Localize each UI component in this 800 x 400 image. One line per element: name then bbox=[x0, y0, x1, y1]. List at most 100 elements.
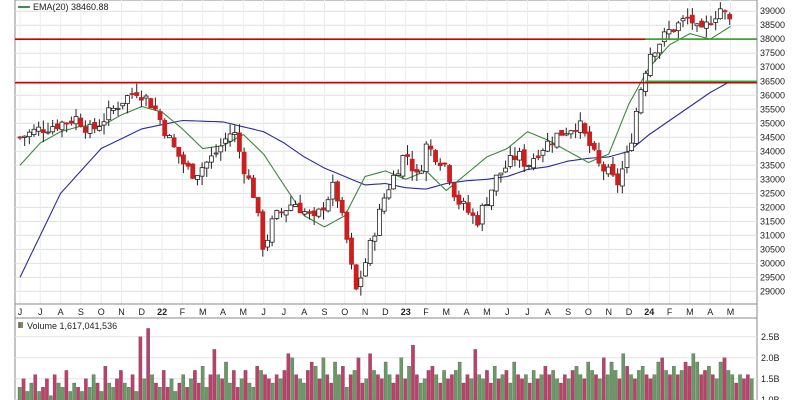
x-tick-label: J bbox=[18, 307, 23, 317]
y-tick-label: 34500 bbox=[760, 132, 785, 142]
volume-bar bbox=[527, 382, 532, 400]
volume-bar bbox=[683, 361, 688, 400]
volume-bar bbox=[212, 349, 217, 400]
volume-bar bbox=[341, 366, 345, 400]
candle-down bbox=[82, 126, 88, 133]
volume-bar bbox=[111, 387, 115, 400]
volume-bar bbox=[204, 387, 209, 400]
candle-down bbox=[92, 122, 98, 130]
volume-bar bbox=[566, 378, 571, 400]
candle-up bbox=[227, 133, 233, 142]
volume-bar bbox=[621, 353, 626, 400]
volume-bar bbox=[407, 366, 411, 400]
volume-bar bbox=[165, 387, 170, 400]
volume-bar bbox=[415, 374, 419, 400]
candle-up bbox=[703, 21, 709, 29]
candle-up bbox=[517, 151, 522, 161]
volume-tick-label: 1.0B bbox=[761, 395, 780, 400]
x-tick-label: A bbox=[220, 307, 226, 317]
volume-bar bbox=[520, 378, 524, 400]
volume-bar bbox=[263, 374, 267, 400]
legend-ema20-label: EMA(20) 38460.88 bbox=[33, 2, 109, 12]
candle-up bbox=[540, 150, 546, 156]
candle-down bbox=[129, 93, 135, 95]
x-tick-label: M bbox=[686, 307, 694, 317]
volume-bar bbox=[302, 382, 306, 400]
volume-bar bbox=[196, 382, 201, 400]
candle-down bbox=[587, 131, 593, 146]
candle-up bbox=[381, 197, 387, 212]
volume-bar bbox=[208, 374, 213, 400]
candle-up bbox=[391, 174, 396, 190]
candle-up bbox=[302, 211, 308, 215]
candle-up bbox=[223, 138, 228, 144]
volume-bar bbox=[703, 370, 707, 400]
volume-bar bbox=[247, 382, 252, 400]
volume-bar bbox=[29, 382, 34, 400]
y-tick-label: 32000 bbox=[760, 202, 785, 212]
volume-bar bbox=[734, 382, 738, 400]
x-tick-label: 24 bbox=[644, 307, 654, 317]
ema20-line bbox=[19, 25, 731, 228]
volume-bar bbox=[664, 370, 668, 400]
volume-bar bbox=[730, 374, 735, 400]
volume-bar bbox=[711, 374, 715, 400]
candle-down bbox=[311, 210, 317, 217]
volume-bar bbox=[508, 382, 513, 400]
volume-bar bbox=[122, 382, 127, 400]
volume-bar bbox=[695, 361, 700, 400]
volume-legend-swatch-down bbox=[19, 323, 21, 328]
candle-up bbox=[372, 235, 378, 242]
volume-bar bbox=[512, 361, 517, 400]
candle-down bbox=[475, 215, 480, 226]
y-tick-label: 36000 bbox=[760, 90, 785, 100]
volume-bar bbox=[465, 374, 470, 400]
candle-down bbox=[685, 16, 691, 19]
candle-down bbox=[456, 194, 462, 205]
candle-down bbox=[185, 162, 191, 167]
x-tick-label: A bbox=[58, 307, 64, 317]
candle-down bbox=[447, 165, 452, 183]
candle-up bbox=[195, 175, 200, 180]
volume-bar bbox=[738, 374, 742, 400]
volume-bar bbox=[95, 382, 100, 400]
volume-bar bbox=[259, 370, 263, 400]
candle-up bbox=[22, 135, 28, 138]
volume-bar bbox=[496, 378, 501, 400]
candle-up bbox=[666, 29, 672, 35]
volume-tick-label: 1.5B bbox=[761, 374, 780, 384]
volume-bar bbox=[251, 387, 256, 400]
volume-bars bbox=[17, 328, 754, 400]
candle-up bbox=[400, 155, 406, 177]
candle-down bbox=[442, 162, 448, 165]
candle-up bbox=[661, 31, 667, 43]
y-tick-label: 30500 bbox=[760, 244, 785, 254]
volume-bar bbox=[543, 366, 548, 400]
candle-up bbox=[680, 18, 686, 22]
volume-bar bbox=[325, 374, 330, 400]
volume-bar bbox=[559, 382, 563, 400]
price-y-axis: 29000 29500 30000 30500 31000 31500 32000 32500… bbox=[760, 6, 785, 296]
volume-bar bbox=[403, 378, 407, 400]
candle-down bbox=[153, 105, 158, 110]
volume-bar bbox=[298, 378, 302, 400]
x-tick-label: F bbox=[667, 307, 673, 317]
y-tick-label: 39000 bbox=[760, 6, 785, 16]
volume-bar bbox=[668, 374, 672, 400]
volume-bar bbox=[126, 387, 131, 400]
volume-bar bbox=[675, 374, 680, 400]
volume-bar bbox=[119, 370, 123, 400]
candle-up bbox=[232, 132, 238, 135]
volume-bar bbox=[290, 357, 295, 400]
volume-bar bbox=[586, 361, 590, 400]
volume-bar bbox=[504, 370, 509, 400]
candle-up bbox=[96, 126, 102, 131]
x-tick-label: D bbox=[626, 307, 633, 317]
volume-bar bbox=[660, 357, 664, 400]
volume-bar bbox=[267, 378, 271, 400]
volume-bar bbox=[154, 382, 158, 400]
candle-down bbox=[307, 211, 312, 214]
volume-bar bbox=[391, 382, 396, 400]
candle-up bbox=[526, 165, 532, 167]
volume-bar bbox=[473, 349, 478, 400]
